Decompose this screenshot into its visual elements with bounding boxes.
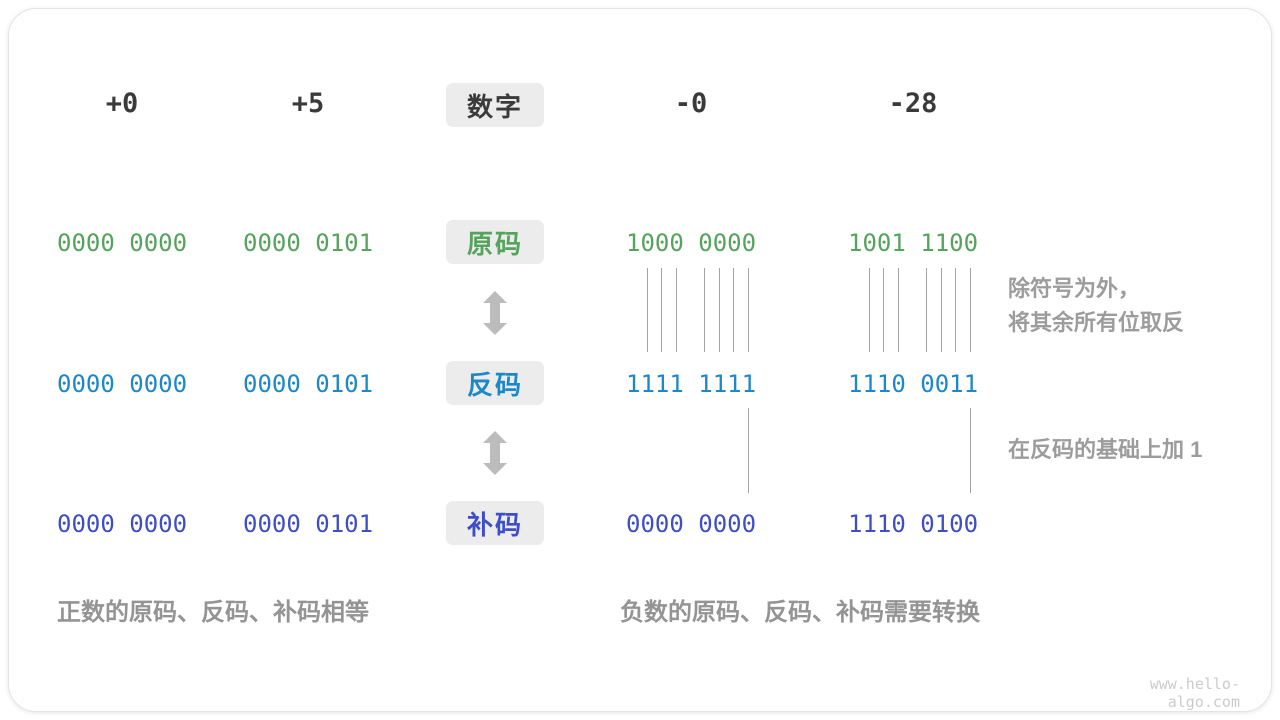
bit-connector-line [661, 268, 662, 352]
badge-twos-complement: 补码 [446, 501, 544, 545]
binary-cell: 0000 0101 [243, 510, 374, 538]
binary-cell: 0000 0101 [243, 370, 374, 398]
caption-positive: 正数的原码、反码、补码相等 [57, 599, 369, 626]
annotation-invert-line2: 将其余所有位取反 [1008, 310, 1185, 335]
annotation-invert-line1: 除符号为外， [1008, 276, 1141, 301]
updown-arrow-icon [483, 431, 507, 475]
bit-connector-line [970, 268, 971, 352]
bit-connector-line [748, 268, 749, 352]
badge-number: 数字 [446, 83, 544, 127]
binary-cell: 0000 0101 [243, 229, 374, 257]
watermark-url: www.hello-algo.com [1149, 675, 1240, 711]
binary-cell: 1111 1111 [626, 370, 757, 398]
binary-cell: 0000 0000 [57, 229, 188, 257]
binary-cell: 1110 0011 [848, 370, 979, 398]
badge-sign-magnitude: 原码 [446, 220, 544, 264]
bit-connector-line [704, 268, 705, 352]
bit-connector-line [955, 268, 956, 352]
bit-connector-line [926, 268, 927, 352]
updown-arrow-icon [483, 291, 507, 335]
bit-connector-line [676, 268, 677, 352]
header-number-plus0: +0 [105, 88, 139, 119]
bit-connector-line [647, 268, 648, 352]
header-number-minus28: -28 [888, 88, 938, 119]
caption-negative: 负数的原码、反码、补码需要转换 [620, 599, 980, 626]
annotation-invert: 除符号为外， 将其余所有位取反 [1008, 272, 1184, 340]
binary-cell: 1001 1100 [848, 229, 979, 257]
diagram-card [8, 8, 1272, 712]
badge-ones-complement: 反码 [446, 361, 544, 405]
binary-cell: 1110 0100 [848, 510, 979, 538]
bit-connector-line [941, 268, 942, 352]
binary-cell: 1000 0000 [626, 229, 757, 257]
bit-connector-line [869, 268, 870, 352]
bit-connector-line [719, 268, 720, 352]
binary-cell: 0000 0000 [57, 510, 188, 538]
header-number-minus0: -0 [674, 88, 708, 119]
bit-connector-line [883, 268, 884, 352]
bit-connector-line [970, 408, 971, 493]
binary-cell: 0000 0000 [57, 370, 188, 398]
bit-connector-line [898, 268, 899, 352]
bit-connector-line [733, 268, 734, 352]
binary-cell: 0000 0000 [626, 510, 757, 538]
annotation-add-one: 在反码的基础上加 1 [1008, 437, 1203, 462]
bit-connector-line [748, 408, 749, 493]
header-number-plus5: +5 [291, 88, 325, 119]
